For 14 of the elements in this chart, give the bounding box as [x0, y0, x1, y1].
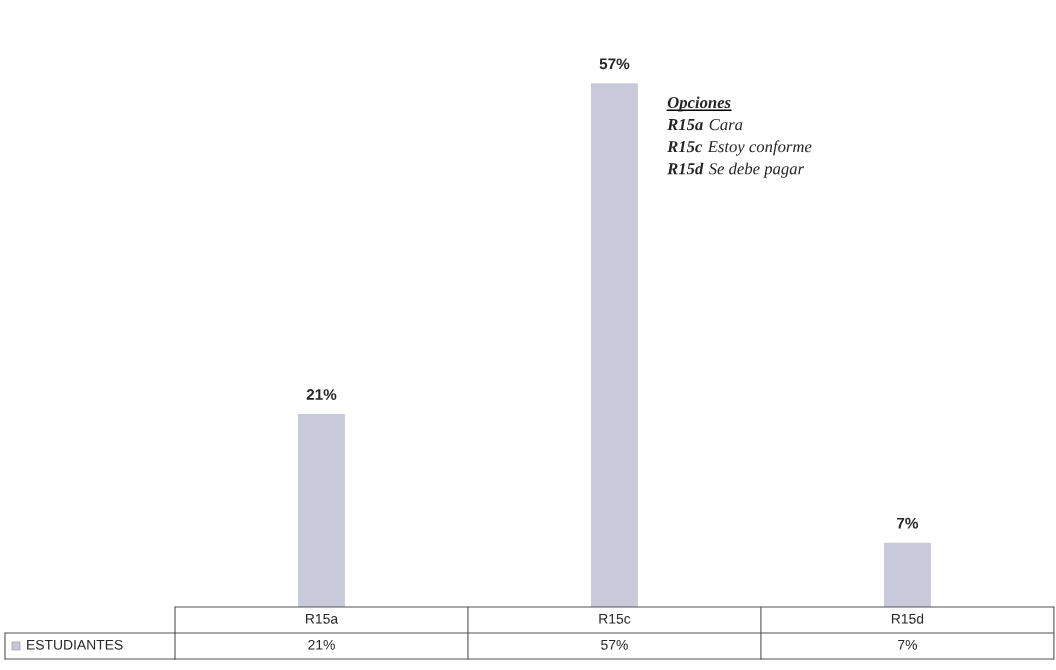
annotation: R15c Estoy conforme: [667, 140, 812, 156]
x-tick-label: R15a: [306, 614, 339, 624]
data-label: 57%: [601, 639, 628, 650]
annotation: R15d Se debe pagar: [667, 162, 805, 178]
x-tick-label: R15c: [599, 614, 631, 624]
x-tick-label: R15d: [891, 613, 924, 624]
text: 21%: [306, 389, 337, 400]
annotation: R15a Cara: [667, 118, 743, 131]
text: 7%: [897, 517, 919, 529]
annotation: Opciones: [667, 96, 731, 112]
text: 57%: [599, 58, 630, 70]
data-label: 21%: [308, 639, 335, 650]
legend-label: ESTUDIANTES: [27, 639, 123, 650]
data-label: 7%: [898, 639, 917, 650]
